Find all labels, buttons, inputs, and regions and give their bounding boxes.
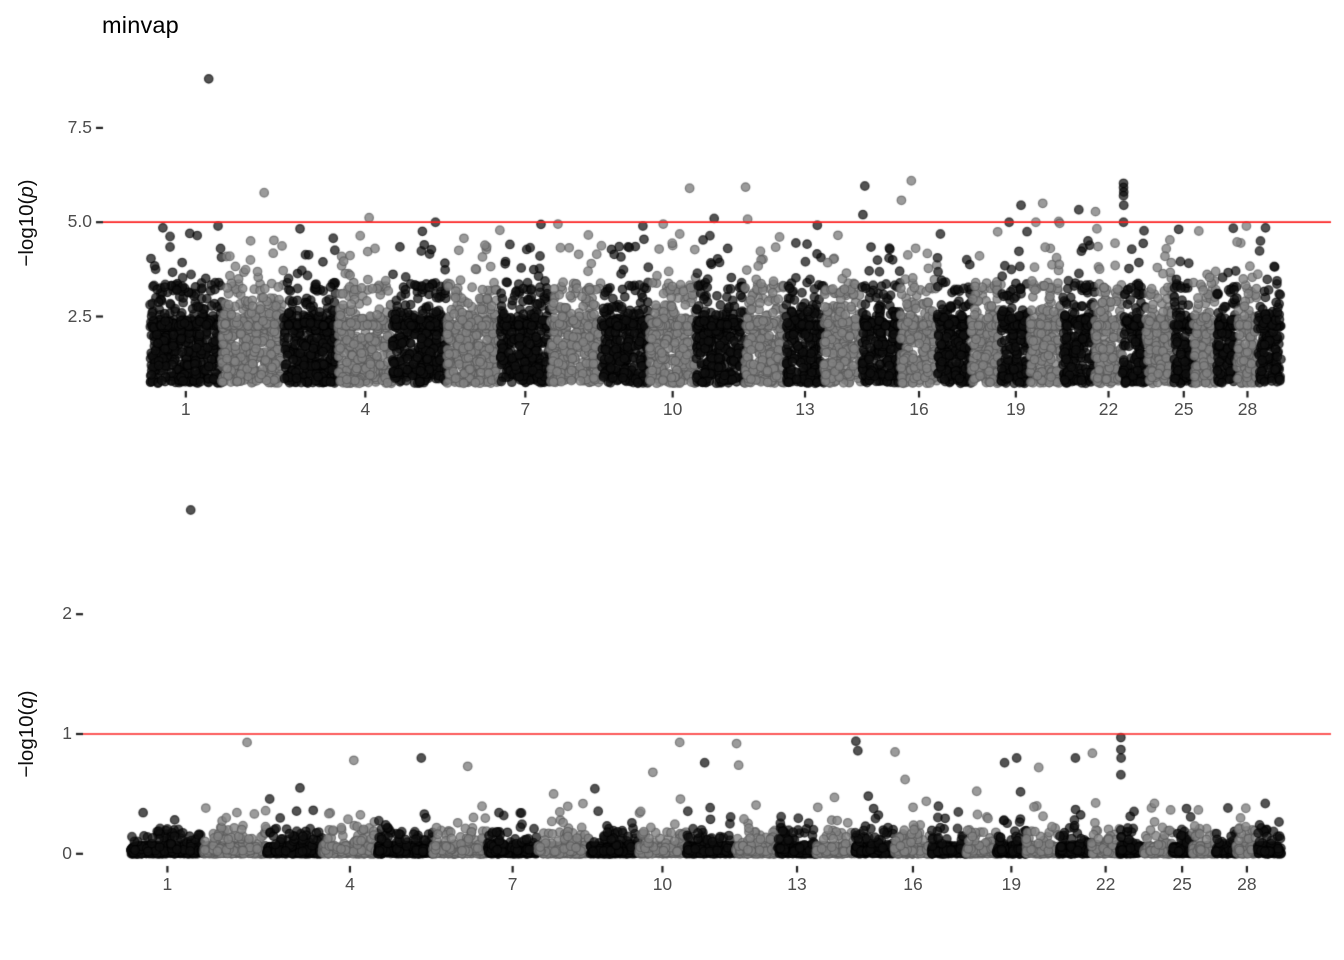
x-tick-label: 4 xyxy=(345,874,355,894)
x-tick-label: 1 xyxy=(180,399,191,419)
x-tick-label: 19 xyxy=(1006,399,1026,419)
x-tick-label: 28 xyxy=(1237,399,1258,419)
y-title-suffix: ) xyxy=(15,690,38,698)
x-tick-label: 25 xyxy=(1174,399,1194,419)
x-tick-label: 19 xyxy=(1001,874,1022,894)
x-tick-label: 7 xyxy=(507,874,518,894)
y-tick-label: 2.5 xyxy=(67,305,92,326)
y-tick-label: 7.5 xyxy=(67,116,92,137)
y-tick-label: 1 xyxy=(62,723,72,743)
x-tick-label: 16 xyxy=(909,399,929,419)
x-tick-label: 28 xyxy=(1237,874,1257,894)
y-tick-label: 0 xyxy=(62,842,72,863)
y-title-variable: p xyxy=(15,186,38,198)
x-tick-label: 13 xyxy=(795,399,815,419)
chart-title: minvap xyxy=(102,12,179,38)
x-tick-label: 4 xyxy=(360,399,371,419)
x-tick-label: 7 xyxy=(520,399,531,419)
y-title-suffix: ) xyxy=(15,179,38,187)
x-tick-label: 10 xyxy=(662,399,683,419)
y-title-variable: q xyxy=(15,697,38,709)
x-tick-label: 1 xyxy=(162,874,173,894)
x-tick-label: 22 xyxy=(1098,399,1119,419)
y-tick-label: 2 xyxy=(62,603,72,624)
y-tick-label: 5.0 xyxy=(67,211,92,232)
x-tick-label: 25 xyxy=(1172,874,1192,894)
x-tick-label: 22 xyxy=(1095,874,1116,894)
x-tick-label: 13 xyxy=(787,874,807,894)
x-tick-label: 16 xyxy=(903,874,923,894)
x-tick-label: 10 xyxy=(652,874,673,894)
